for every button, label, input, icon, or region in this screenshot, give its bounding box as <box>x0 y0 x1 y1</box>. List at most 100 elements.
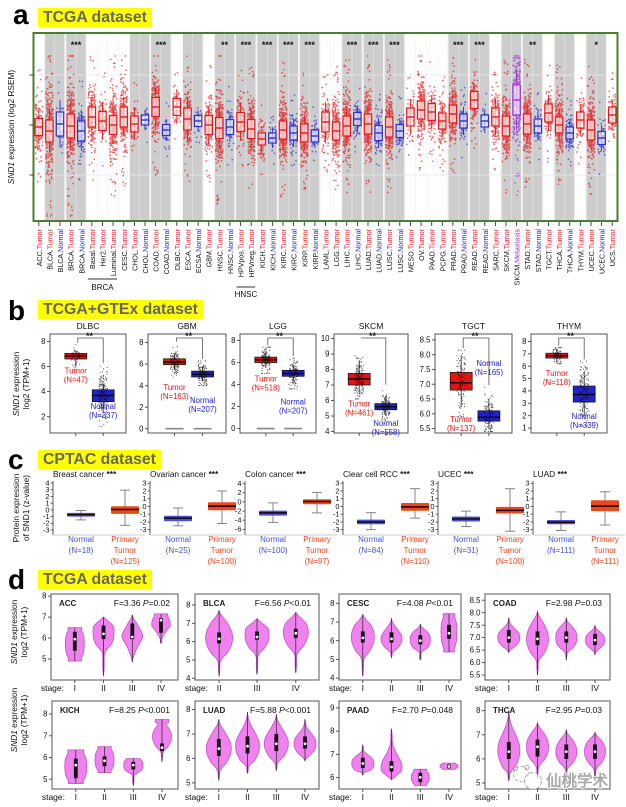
svg-text:PRAD.Tumor: PRAD.Tumor <box>450 228 458 271</box>
svg-text:3: 3 <box>45 485 49 494</box>
svg-text:1: 1 <box>430 494 434 503</box>
svg-text:-2: -2 <box>428 517 435 526</box>
svg-text:(N=25): (N=25) <box>166 546 191 555</box>
svg-text:0: 0 <box>430 502 434 511</box>
svg-text:Normal: Normal <box>68 535 94 544</box>
svg-text:4: 4 <box>522 387 527 396</box>
svg-text:PAAD.Tumor: PAAD.Tumor <box>429 228 437 270</box>
svg-text:KICH: KICH <box>60 706 80 715</box>
svg-text:7: 7 <box>522 349 526 358</box>
svg-text:KIRC.Normal: KIRC.Normal <box>291 229 299 271</box>
svg-text:8: 8 <box>231 336 235 345</box>
svg-text:HNSC.Normal: HNSC.Normal <box>227 229 235 274</box>
svg-text:0: 0 <box>525 502 529 511</box>
svg-text:6: 6 <box>186 637 190 646</box>
svg-text:Normal: Normal <box>260 535 286 544</box>
svg-text:log2 (TPM+1): log2 (TPM+1) <box>19 607 29 658</box>
svg-text:IV: IV <box>445 683 453 693</box>
svg-text:6: 6 <box>231 358 235 367</box>
svg-text:BLCA: BLCA <box>203 599 225 608</box>
svg-text:-2: -2 <box>333 517 340 526</box>
svg-text:(N=100): (N=100) <box>495 557 524 566</box>
svg-text:BLCA.Tumor: BLCA.Tumor <box>46 228 54 269</box>
svg-text:6.0: 6.0 <box>470 658 482 667</box>
svg-text:-2: -2 <box>43 519 50 528</box>
svg-text:6: 6 <box>139 360 143 369</box>
svg-text:THCA.Tumor: THCA.Tumor <box>556 228 564 270</box>
svg-text:-1: -1 <box>140 510 147 519</box>
svg-text:IV: IV <box>591 792 599 802</box>
svg-text:-1: -1 <box>43 512 50 521</box>
svg-text:6: 6 <box>41 362 45 371</box>
svg-text:LUSC.Normal: LUSC.Normal <box>397 229 405 273</box>
svg-text:-6: -6 <box>235 525 242 534</box>
svg-text:IV: IV <box>591 683 599 693</box>
svg-text:PCPG.Tumor: PCPG.Tumor <box>439 228 447 271</box>
svg-text:stage:: stage: <box>185 792 208 802</box>
svg-text:F=4.08 P<0.01: F=4.08 P<0.01 <box>397 598 454 608</box>
svg-text:0: 0 <box>231 424 236 433</box>
svg-text:Tumor: Tumor <box>546 369 569 378</box>
svg-text:Normal: Normal <box>453 535 479 544</box>
svg-text:8: 8 <box>325 365 329 374</box>
svg-text:-1: -1 <box>428 510 435 519</box>
svg-text:Normal: Normal <box>358 535 384 544</box>
svg-text:Tumor: Tumor <box>348 400 371 409</box>
svg-text:I: I <box>508 683 510 693</box>
svg-text:I: I <box>218 792 220 802</box>
svg-text:Basal.Tumor: Basal.Tumor <box>89 228 97 269</box>
svg-text:6: 6 <box>330 773 334 782</box>
svg-text:(N=163): (N=163) <box>160 392 189 401</box>
svg-text:Colon cancer ***: Colon cancer *** <box>245 469 307 479</box>
svg-text:F=2.98 P=0.03: F=2.98 P=0.03 <box>546 598 603 608</box>
svg-text:7: 7 <box>325 381 329 390</box>
svg-text:8: 8 <box>186 705 190 714</box>
svg-text:stage:: stage: <box>42 792 65 802</box>
svg-text:8.5: 8.5 <box>470 596 482 605</box>
svg-text:(N=558): (N=558) <box>372 428 401 437</box>
svg-text:(N=118): (N=118) <box>543 378 571 387</box>
svg-text:6: 6 <box>476 755 480 764</box>
svg-text:II: II <box>245 792 250 802</box>
svg-text:UCEC.Tumor: UCEC.Tumor <box>588 228 596 271</box>
svg-text:-1: -1 <box>333 510 340 519</box>
svg-text:5: 5 <box>330 655 335 664</box>
svg-text:Normal: Normal <box>165 535 191 544</box>
svg-text:8: 8 <box>330 727 334 736</box>
svg-text:HNSC: HNSC <box>235 290 258 299</box>
svg-text:6: 6 <box>42 634 46 643</box>
svg-text:LGG.Tumor: LGG.Tumor <box>333 228 341 266</box>
svg-text:HPVpos.Tumor: HPVpos.Tumor <box>238 228 246 277</box>
svg-text:5: 5 <box>186 656 191 665</box>
svg-text:(N=461): (N=461) <box>345 409 374 418</box>
svg-text:COAD.Tumor: COAD.Tumor <box>153 228 161 271</box>
svg-text:Protein expression: Protein expression <box>11 473 21 542</box>
svg-text:IV: IV <box>445 792 453 802</box>
svg-text:3: 3 <box>430 479 434 488</box>
svg-text:LIHC.Normal: LIHC.Normal <box>354 229 362 270</box>
svg-text:7: 7 <box>330 618 334 627</box>
svg-text:5.5: 5.5 <box>470 671 482 680</box>
svg-text:(N=337): (N=337) <box>89 411 118 420</box>
svg-text:**: ** <box>185 331 193 341</box>
svg-text:Tumor: Tumor <box>114 546 137 555</box>
svg-text:Primary: Primary <box>208 535 236 544</box>
svg-text:GBM: GBM <box>177 321 196 331</box>
svg-text:SKCM: SKCM <box>359 321 384 331</box>
svg-text:MESO.Tumor: MESO.Tumor <box>407 228 415 272</box>
svg-text:8: 8 <box>43 710 47 719</box>
svg-text:6: 6 <box>325 396 329 405</box>
svg-text:THYM: THYM <box>557 321 581 331</box>
svg-text:stage:: stage: <box>185 683 208 693</box>
svg-text:BRCA.Tumor: BRCA.Tumor <box>68 228 76 271</box>
svg-text:BRCA.Normal: BRCA.Normal <box>78 229 86 274</box>
svg-text:TGCT: TGCT <box>462 321 485 331</box>
svg-text:UCS.Tumor: UCS.Tumor <box>609 228 617 266</box>
svg-text:2: 2 <box>522 411 526 420</box>
svg-text:stage:: stage: <box>41 683 64 693</box>
svg-text:F=2.95 P=0.03: F=2.95 P=0.03 <box>546 705 603 715</box>
svg-text:READ.Tumor: READ.Tumor <box>471 228 479 271</box>
svg-text:4: 4 <box>231 380 236 389</box>
svg-text:***: *** <box>389 40 400 50</box>
svg-text:II: II <box>102 792 107 802</box>
